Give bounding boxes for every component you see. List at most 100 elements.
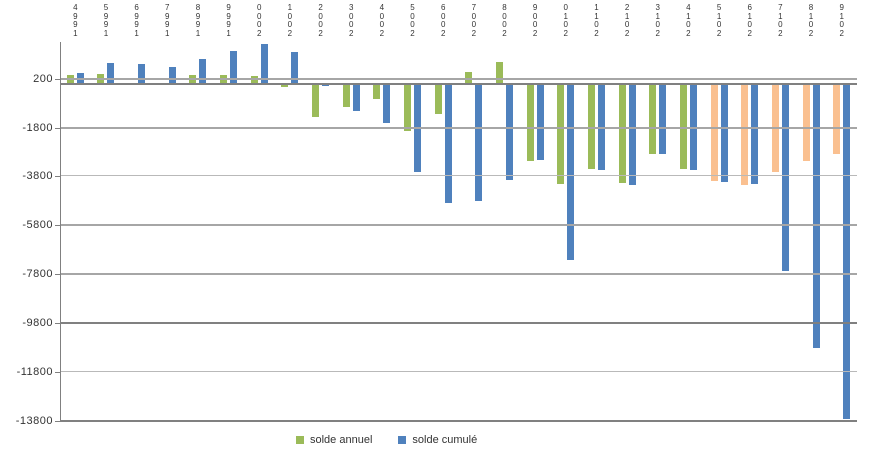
y-axis-tick [55, 372, 60, 374]
x-axis-label-2001: 1 0 0 2 [287, 3, 293, 38]
y-axis-label--5800: -5800 [22, 219, 53, 232]
bar-annuel-2009 [526, 83, 534, 161]
bar-cumule-2008 [505, 83, 513, 181]
legend: solde annuel solde cumulé [296, 434, 477, 446]
gridline-200 [60, 77, 857, 80]
bar-annuel-2008 [495, 61, 503, 84]
bar-annuel-2005 [404, 83, 412, 132]
bar-annuel-2001 [281, 83, 289, 88]
y-axis-label--13800: -13800 [15, 415, 53, 427]
gridline--11800 [60, 371, 857, 373]
y-axis-line [60, 42, 61, 421]
bar-cumule-2009 [536, 83, 544, 160]
x-axis-label-2007: 7 0 0 2 [471, 3, 477, 38]
bar-annuel-2003 [342, 83, 350, 107]
y-axis-tick [55, 176, 60, 178]
legend-label-solde-cumule: solde cumulé [412, 434, 478, 446]
bar-cumule-2000 [260, 43, 268, 84]
y-axis-tick [55, 225, 60, 227]
y-axis-tick [55, 78, 60, 80]
gridline--5800 [60, 224, 857, 227]
x-axis-label-1994: 4 9 9 1 [73, 3, 78, 38]
bar-cumule-1996 [138, 64, 146, 84]
gridline--1800 [60, 126, 857, 129]
bar-annuel-2012 [618, 83, 626, 183]
bar-annuel-2010 [557, 83, 565, 184]
legend-swatch-annuel-icon [296, 436, 304, 444]
bar-cumule-2010 [567, 83, 575, 260]
x-axis-label-2019: 9 1 0 2 [839, 3, 844, 38]
bar-cumule-2017 [781, 83, 789, 271]
legend-label-solde-annuel: solde annuel [310, 434, 373, 446]
bar-cumule-2015 [720, 83, 728, 182]
bar-annuel-2014 [679, 83, 687, 169]
x-axis-label-2012: 2 1 0 2 [624, 3, 630, 38]
bar-annuel-2016 [741, 83, 749, 185]
x-axis-label-2005: 5 0 0 2 [410, 3, 415, 38]
bar-cumule-2013 [659, 83, 667, 154]
y-axis-label--11800: -11800 [16, 366, 53, 379]
y-axis-label-200: 200 [33, 72, 53, 85]
bar-cumule-2016 [751, 83, 759, 184]
gridline--3800 [60, 175, 857, 177]
bar-cumule-1999 [230, 51, 238, 84]
bar-cumule-2002 [322, 83, 330, 86]
x-axis-label-1998: 8 9 9 1 [195, 3, 201, 38]
x-axis-label-2004: 4 0 0 2 [379, 3, 385, 38]
x-axis-label-2011: 1 1 0 2 [594, 3, 599, 38]
y-axis-tick [55, 421, 60, 422]
x-axis-label-2015: 5 1 0 2 [716, 3, 722, 38]
y-axis-label--3800: -3800 [22, 170, 53, 183]
x-axis-label-1996: 6 9 9 1 [134, 3, 139, 38]
plot-area [60, 42, 857, 421]
bar-annuel-2018 [802, 83, 810, 161]
x-axis-label-1997: 7 9 9 1 [165, 3, 170, 38]
gridline--13800 [60, 420, 857, 422]
zero-axis-line [60, 82, 857, 85]
bar-annuel-2002 [312, 83, 320, 117]
bar-annuel-2013 [649, 83, 657, 155]
x-axis-label-2009: 9 0 0 2 [532, 3, 538, 38]
y-axis-label--9800: -9800 [22, 317, 53, 330]
y-axis-label--7800: -7800 [22, 268, 53, 281]
x-axis-label-2016: 6 1 0 2 [747, 3, 752, 38]
gridline--7800 [60, 273, 857, 276]
bar-cumule-2019 [843, 83, 851, 419]
bar-cumule-2004 [383, 83, 391, 123]
x-axis-label-2008: 8 0 0 2 [502, 3, 507, 38]
bar-annuel-2011 [587, 83, 595, 170]
legend-item-solde-annuel: solde annuel [296, 434, 372, 446]
bar-cumule-2001 [291, 52, 299, 84]
x-axis-label-2017: 7 1 0 2 [778, 3, 783, 38]
bar-annuel-2006 [434, 83, 442, 114]
y-axis-tick [55, 127, 60, 129]
gridline--9800 [60, 322, 857, 325]
bar-annuel-2019 [833, 83, 841, 155]
x-axis-label-1995: 5 9 9 1 [103, 3, 109, 38]
bar-annuel-2015 [710, 83, 718, 182]
x-axis-label-2010: 0 1 0 2 [563, 3, 568, 38]
legend-swatch-cumule-icon [398, 436, 407, 444]
x-axis-label-2002: 2 0 0 2 [318, 3, 323, 38]
x-axis-label-2000: 0 0 0 2 [257, 3, 262, 38]
bar-cumule-2003 [352, 83, 360, 112]
x-axis-label-1999: 9 9 9 1 [226, 3, 231, 38]
x-axis-label-2006: 6 0 0 2 [440, 3, 446, 38]
x-axis-label-2013: 3 1 0 2 [655, 3, 660, 38]
y-axis-label--1800: -1800 [22, 121, 53, 134]
bar-cumule-2007 [475, 83, 483, 201]
y-axis-tick [55, 323, 60, 325]
bar-annuel-2004 [373, 83, 381, 100]
y-axis-tick [55, 274, 60, 276]
bar-cumule-2012 [628, 83, 636, 186]
bar-cumule-2018 [812, 83, 820, 348]
x-axis-label-2003: 3 0 0 2 [348, 3, 354, 38]
bar-cumule-2006 [444, 83, 452, 204]
legend-item-solde-cumule: solde cumulé [398, 434, 477, 446]
x-axis-label-2014: 4 1 0 2 [686, 3, 691, 38]
bar-cumule-1997 [168, 66, 176, 84]
bar-cumule-1998 [199, 59, 207, 84]
bar-cumule-1995 [107, 62, 115, 84]
x-axis-label-2018: 8 1 0 2 [808, 3, 814, 38]
